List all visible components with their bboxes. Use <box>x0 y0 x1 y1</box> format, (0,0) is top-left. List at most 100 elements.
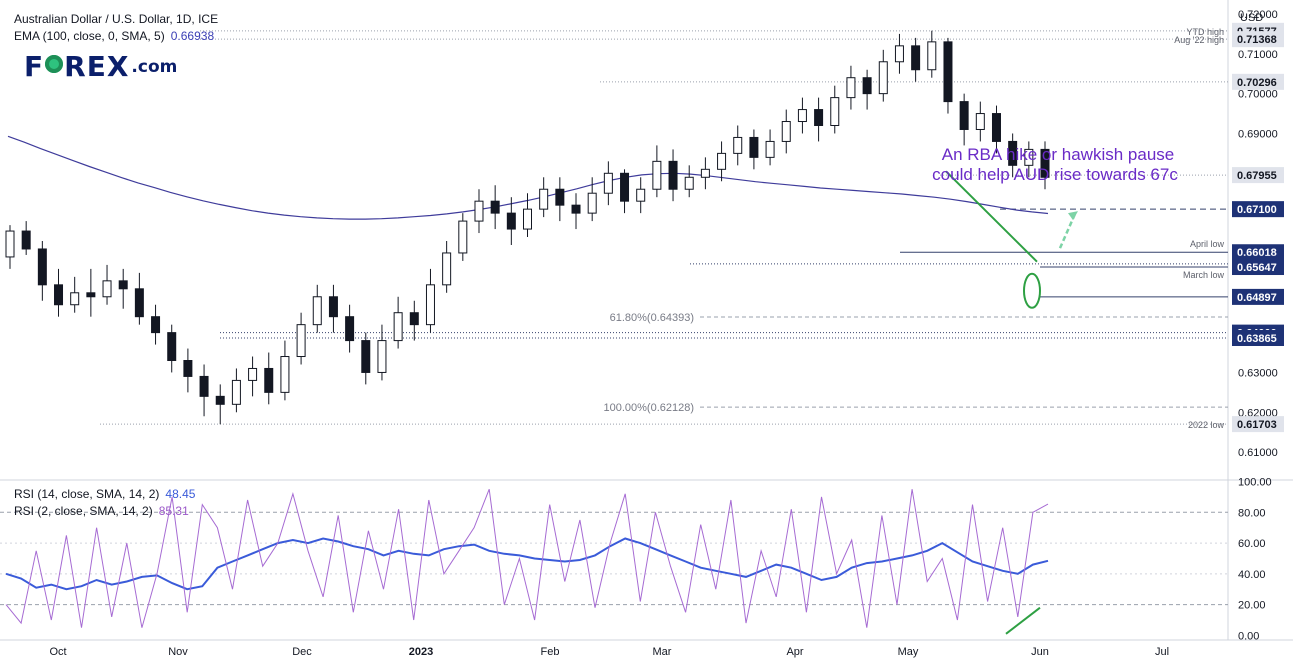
price-level-tag <box>1232 416 1284 433</box>
price-level-tag <box>1232 167 1284 184</box>
candle-up <box>248 367 258 381</box>
price-axis: USD0.720000.710000.700000.690000.680000.… <box>1232 9 1284 459</box>
rsi-tick-label: 40.00 <box>1238 569 1266 581</box>
rsi14-value: 48.45 <box>165 487 196 501</box>
candle-down <box>21 230 31 250</box>
candle-down <box>571 204 581 214</box>
candle-down <box>54 284 64 306</box>
rsi14-legend[interactable]: RSI (14, close, SMA, 14, 2) 48.45 <box>14 487 195 501</box>
rsi2-line <box>5 489 1049 628</box>
time-tick-label: May <box>898 646 919 658</box>
time-tick-label: Dec <box>292 646 312 658</box>
candle-down <box>555 188 565 206</box>
chart-title: Australian Dollar / U.S. Dollar, 1D, ICE <box>14 12 218 26</box>
candle-up <box>442 252 452 286</box>
price-level-value: 0.64897 <box>1237 292 1277 304</box>
price-level-value: 0.63865 <box>1237 333 1277 345</box>
candle-up <box>102 280 112 298</box>
candle-down <box>943 41 953 103</box>
price-level-value: 0.71368 <box>1237 34 1277 46</box>
candle-up <box>539 188 549 210</box>
rsi-tick-label: 60.00 <box>1238 538 1266 550</box>
candle-up <box>652 160 662 190</box>
candle-up <box>587 192 597 214</box>
candle-down <box>167 332 177 362</box>
ema-legend[interactable]: EMA (100, close, 0, SMA, 5) 0.66938 <box>14 29 214 43</box>
candle-up <box>523 208 532 230</box>
downtrend-line <box>945 170 1038 263</box>
price-tick-label: 0.61000 <box>1238 447 1278 459</box>
rsi14-line <box>5 537 1049 591</box>
candle-up <box>636 188 646 202</box>
candle-up <box>231 379 241 405</box>
rsi-tick-label: 20.00 <box>1238 600 1266 612</box>
rsi-panel: 100.00 80.00 60.00 40.00 20.00 0.00 <box>0 477 1272 642</box>
candle-down <box>506 212 516 230</box>
price-level-note: April low <box>1190 239 1225 249</box>
price-level-note: YTD high <box>1186 27 1224 37</box>
candle-up <box>312 296 322 326</box>
grid-layer <box>0 0 1293 641</box>
candle-down <box>345 316 355 342</box>
candle-up <box>70 292 80 306</box>
time-tick-label: Jun <box>1031 646 1049 658</box>
drawing-annotations <box>945 170 1078 635</box>
price-tick-label: 0.71000 <box>1238 49 1278 61</box>
projection-arrow-line <box>1058 213 1077 249</box>
candle-down <box>361 340 371 373</box>
candle-up <box>717 152 727 170</box>
price-level-note: 2022 low <box>1188 420 1225 430</box>
price-tick-label: 0.70000 <box>1238 89 1278 101</box>
candle-down <box>490 200 500 214</box>
candle-up <box>474 200 484 222</box>
axis-unit: USD <box>1240 12 1263 24</box>
candle-down <box>959 101 969 130</box>
time-tick-label: 2023 <box>409 646 433 658</box>
price-level-note: Aug '22 high <box>1174 35 1224 45</box>
price-level-tag <box>1232 329 1284 346</box>
logo-text-rest: REX <box>64 49 130 83</box>
candle-down <box>911 45 921 71</box>
rsi14-label: RSI (14, close, SMA, 14, 2) <box>14 487 160 501</box>
candle-up <box>5 230 15 258</box>
rsi2-legend[interactable]: RSI (2, close, SMA, 14, 2) 85.31 <box>14 504 189 518</box>
price-level-value: 0.67955 <box>1237 170 1277 182</box>
price-tick-label: 0.69000 <box>1238 128 1278 140</box>
logo-suffix: .com <box>131 57 178 77</box>
price-level-value: 0.65647 <box>1237 262 1277 274</box>
rsi-tick-label: 100.00 <box>1238 477 1272 489</box>
rsi-tick-label: 80.00 <box>1238 507 1266 519</box>
candle-up <box>603 172 613 194</box>
candle-down <box>118 280 128 290</box>
candle-down <box>1040 148 1050 178</box>
candle-down <box>991 113 1001 142</box>
rsi-trend-line <box>1005 606 1041 635</box>
breakout-ellipse <box>1023 272 1041 309</box>
candle-down <box>151 316 161 334</box>
candle-up <box>830 97 840 126</box>
candle-up <box>878 61 888 95</box>
price-tick-label: 0.72000 <box>1238 9 1278 21</box>
candle-up <box>846 77 856 99</box>
price-level-value: 0.70296 <box>1237 77 1277 89</box>
candle-down <box>183 360 193 377</box>
price-level-value: 0.67100 <box>1237 204 1277 216</box>
logo-text-f: F <box>24 49 45 83</box>
candle-down <box>328 296 338 318</box>
price-tick-label: 0.63000 <box>1238 367 1278 379</box>
time-axis: Oct Nov Dec 2023 Feb Mar Apr May Jun Jul <box>49 646 1169 658</box>
price-level-tag <box>1232 201 1284 218</box>
time-tick-label: Jul <box>1155 646 1169 658</box>
time-tick-label: Mar <box>653 646 672 658</box>
candle-down <box>134 288 144 318</box>
symbol-title: Australian Dollar / U.S. Dollar, 1D, ICE <box>14 12 219 26</box>
candle-down <box>215 395 225 405</box>
forex-logo: F REX .com <box>24 49 178 83</box>
candle-up <box>684 176 694 190</box>
ema-value: 0.66938 <box>170 29 215 43</box>
rsi2-label: RSI (2, close, SMA, 14, 2) <box>14 504 153 518</box>
rsi2-value: 85.31 <box>158 504 189 518</box>
candle-down <box>862 77 872 95</box>
